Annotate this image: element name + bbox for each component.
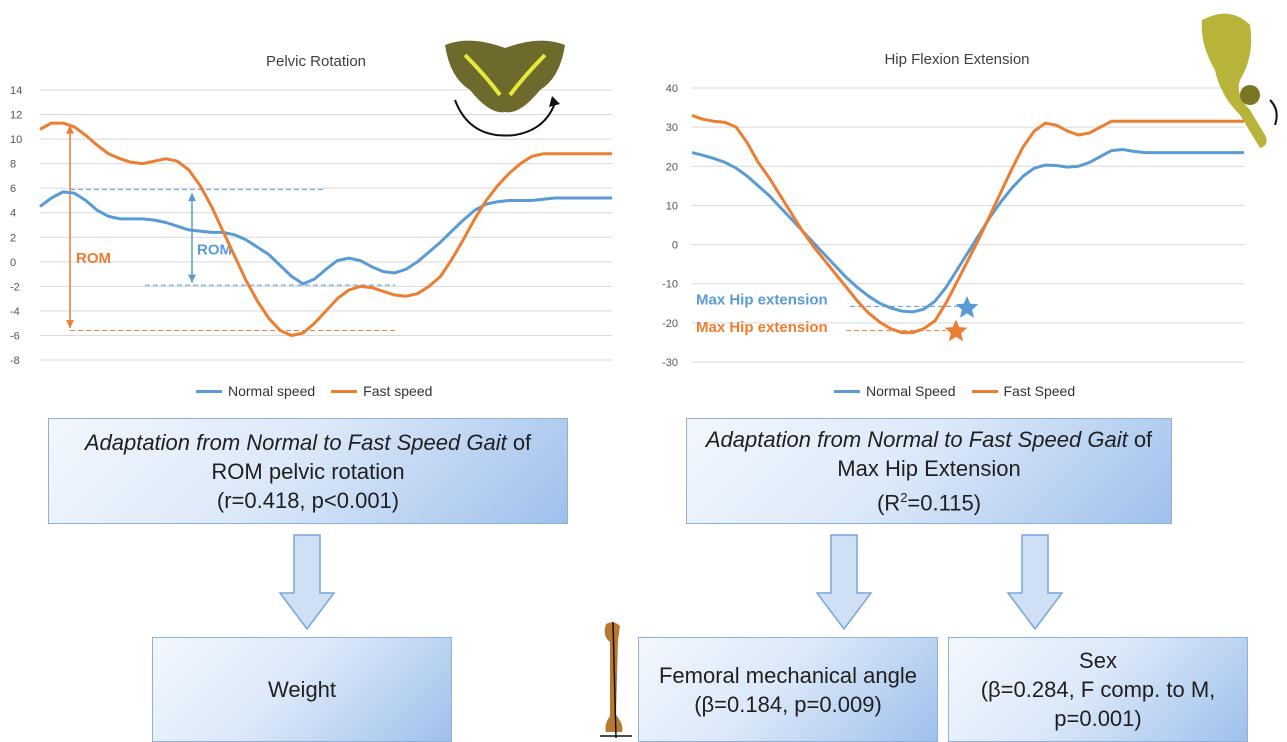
max-blue-label: Max Hip extension xyxy=(696,291,828,308)
max-orange-label: Max Hip extension xyxy=(696,319,828,336)
rom-blue-arrowhead-up xyxy=(188,193,196,202)
y-tick-label: 10 xyxy=(10,134,22,146)
legend-fast-swatch xyxy=(971,389,998,393)
y-tick-label: 0 xyxy=(672,240,678,252)
pelvic-chart-title: Pelvic Rotation xyxy=(266,53,366,70)
y-tick-label: 2 xyxy=(10,232,16,244)
down-arrow-sex xyxy=(1006,534,1064,631)
femoral-angle-label: Femoral mechanical angle xyxy=(658,662,918,688)
hip-adaptation-italic: Adaptation from Normal to Fast Speed Gai… xyxy=(705,426,1128,452)
series-line-normal xyxy=(691,148,1244,314)
hip-chart-title: Hip Flexion Extension xyxy=(884,51,1029,68)
rom-orange-label: ROM xyxy=(76,250,111,267)
sex-stats-line2: p=0.001) xyxy=(1054,706,1142,731)
y-tick-label: 12 xyxy=(10,110,22,122)
max-blue-star xyxy=(955,296,979,318)
y-tick-label: -20 xyxy=(662,318,678,330)
weight-label: Weight xyxy=(267,677,337,702)
y-tick-label: 30 xyxy=(666,122,678,134)
y-tick-label: 8 xyxy=(10,159,16,171)
stats-pre: (R xyxy=(876,490,901,516)
y-tick-label: 4 xyxy=(10,208,16,220)
rom-blue-label: ROM xyxy=(197,242,232,259)
pelvic-adaptation-italic: Adaptation from Normal to Fast Speed Gai… xyxy=(84,429,507,455)
y-tick-label: 40 xyxy=(666,83,678,95)
legend-fast-swatch xyxy=(331,389,358,393)
legend-normal-swatch xyxy=(196,389,222,393)
hip-adaptation-line2: Max Hip Extension xyxy=(837,455,1021,481)
pelvic-adaptation-line2: ROM pelvic rotation xyxy=(211,458,405,484)
y-tick-label: 14 xyxy=(10,85,22,97)
hip-legend: Normal Speed Fast Speed xyxy=(834,383,1075,399)
series-line-normal xyxy=(39,190,612,286)
pelvic-adaptation-suffix: of xyxy=(506,429,532,455)
weight-box: Weight xyxy=(152,637,452,742)
pelvis-illustration xyxy=(445,40,565,137)
y-tick-label: -2 xyxy=(10,281,20,293)
legend-fast-label: Fast speed xyxy=(363,383,433,399)
legend-normal-label: Normal speed xyxy=(228,383,316,399)
sex-stats-line1: (β=0.284, F comp. to M, xyxy=(980,677,1216,702)
down-arrow-left xyxy=(278,534,336,631)
legend-normal-label: Normal Speed xyxy=(866,383,956,399)
hip-adaptation-stats: (R2=0.115) xyxy=(877,483,981,517)
femur-illustration xyxy=(600,621,632,739)
hip-adaptation-box: Adaptation from Normal to Fast Speed Gai… xyxy=(686,418,1172,524)
rom-blue-arrowhead-down xyxy=(188,274,196,283)
pelvic-adaptation-line1: Adaptation from Normal to Fast Speed Gai… xyxy=(85,428,531,457)
hip-adaptation-suffix: of xyxy=(1127,426,1153,452)
pelvic-adaptation-stats: (r=0.418, p<0.001) xyxy=(216,487,400,513)
sex-label: Sex xyxy=(1079,648,1117,673)
series-line-fast xyxy=(39,121,612,337)
femoral-angle-box: Femoral mechanical angle (β=0.184, p=0.0… xyxy=(638,637,938,742)
y-tick-label: 6 xyxy=(10,183,16,195)
hip-illustration xyxy=(1201,13,1278,149)
rom-orange-arrowhead-down xyxy=(66,320,74,329)
max-orange-star xyxy=(944,319,968,342)
pelvic-legend: Normal speed Fast speed xyxy=(196,383,432,399)
legend-normal-swatch xyxy=(834,389,860,393)
y-tick-label: 20 xyxy=(666,161,678,173)
legend-fast-label: Fast Speed xyxy=(1003,383,1076,399)
y-tick-label: -6 xyxy=(10,330,20,342)
pelvic-adaptation-box: Adaptation from Normal to Fast Speed Gai… xyxy=(48,418,568,524)
y-tick-label: 0 xyxy=(10,257,16,269)
hip-adaptation-line1: Adaptation from Normal to Fast Speed Gai… xyxy=(706,425,1152,454)
y-tick-label: -30 xyxy=(662,357,678,369)
down-arrow-femoral xyxy=(815,534,873,631)
series-line-fast xyxy=(691,113,1244,335)
y-tick-label: -4 xyxy=(10,306,20,318)
femoral-angle-stats: (β=0.184, p=0.009) xyxy=(694,691,882,717)
y-tick-label: 10 xyxy=(666,200,678,212)
hip-flexion-chart: Hip Flexion Extension 40 30 20 10 0 -10 -20 -30… xyxy=(662,13,1278,369)
stats-sup: 2 xyxy=(900,489,908,505)
rom-orange-arrowhead-up xyxy=(66,125,74,134)
sex-box: Sex (β=0.284, F comp. to M, p=0.001) xyxy=(948,637,1248,742)
stats-post: =0.115) xyxy=(907,490,982,516)
y-tick-label: -10 xyxy=(662,279,678,291)
y-tick-label: -8 xyxy=(10,355,20,367)
pelvic-rotation-chart: Pelvic Rotation 14 12 10 8 6 4 2 0 -2 -4 -6 -8 ROM R… xyxy=(10,40,612,367)
